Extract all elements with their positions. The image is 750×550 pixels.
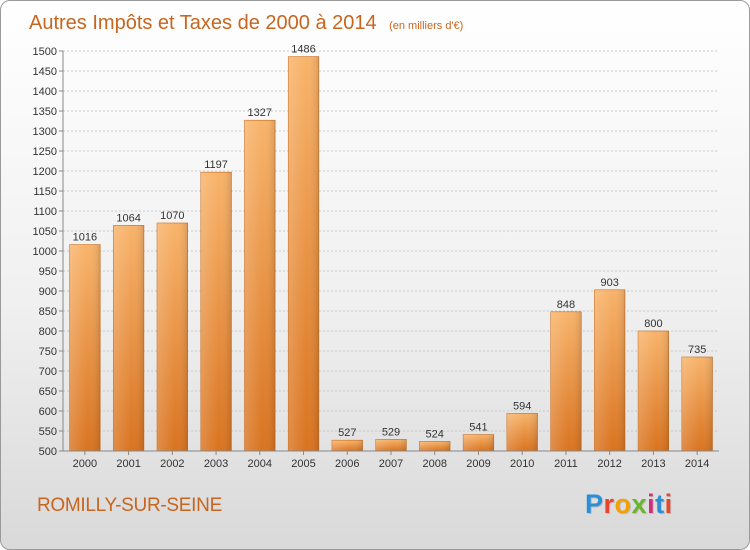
- y-tick-label: 1200: [33, 166, 57, 178]
- x-tick-label: 2005: [291, 458, 315, 470]
- y-tick-label: 1100: [33, 206, 57, 218]
- y-tick-label: 1050: [33, 226, 57, 238]
- proxiti-logo: Proxiti: [585, 489, 673, 520]
- x-axis-ticks: 2000 2001 2002 2003 2004 2005 2006 2007 2008 2009…: [73, 451, 709, 470]
- logo-letter: o: [614, 489, 632, 519]
- value-label-2000: 1016: [73, 232, 97, 244]
- x-tick-label: 2014: [685, 458, 709, 470]
- x-tick-label: 2012: [597, 458, 621, 470]
- y-tick-label: 1000: [33, 246, 57, 258]
- logo-letter: i: [647, 489, 656, 519]
- bar-shading: [288, 56, 319, 451]
- x-tick-label: 2004: [248, 458, 272, 470]
- value-label-2007: 529: [382, 426, 400, 438]
- x-tick-label: 2003: [204, 458, 228, 470]
- logo-letter: x: [631, 489, 648, 519]
- x-tick-label: 2002: [160, 458, 184, 470]
- chart-title: Autres Impôts et Taxes de 2000 à 2014 (e…: [29, 12, 463, 34]
- y-tick-label: 900: [39, 286, 57, 298]
- x-tick-label: 2006: [335, 458, 359, 470]
- value-label-2014: 735: [688, 344, 706, 356]
- logo-letter: t: [655, 489, 665, 519]
- value-label-2005: 1486: [291, 44, 315, 56]
- y-tick-label: 750: [39, 346, 57, 358]
- y-tick-label: 1250: [33, 146, 57, 158]
- x-tick-label: 2010: [510, 458, 534, 470]
- y-tick-label: 800: [39, 326, 57, 338]
- bar-shading: [638, 331, 669, 451]
- y-tick-label: 1500: [33, 46, 57, 58]
- x-tick-label: 2007: [379, 458, 403, 470]
- x-tick-label: 2000: [73, 458, 97, 470]
- x-tick-label: 2013: [641, 458, 665, 470]
- y-tick-label: 850: [39, 306, 57, 318]
- bar-shading: [157, 223, 188, 451]
- x-tick-label: 2001: [116, 458, 140, 470]
- bar-shading: [69, 244, 101, 451]
- value-label-2009: 541: [469, 422, 487, 434]
- value-label-2011: 848: [557, 299, 575, 311]
- x-tick-label: 2008: [422, 458, 446, 470]
- y-tick-label: 1350: [33, 106, 57, 118]
- bar-shading: [681, 357, 713, 451]
- logo-letter: r: [603, 489, 615, 519]
- logo-letter: P: [585, 489, 604, 519]
- bar-shading: [113, 225, 144, 451]
- y-tick-label: 600: [39, 406, 57, 418]
- value-label-2003: 1197: [204, 159, 228, 171]
- logo-letter: i: [664, 489, 673, 519]
- value-label-2010: 594: [513, 400, 531, 412]
- y-tick-label: 650: [39, 386, 57, 398]
- y-tick-label: 1450: [33, 66, 57, 78]
- value-label-2006: 527: [338, 427, 356, 439]
- y-axis-ticks: 500 550 600 650 700 750 800 850 900 950 1000 1050 11…: [33, 46, 64, 458]
- value-label-2012: 903: [600, 277, 618, 289]
- bar-shading: [463, 434, 494, 451]
- bar-shading: [550, 311, 582, 451]
- y-tick-label: 950: [39, 266, 57, 278]
- value-label-2004: 1327: [248, 107, 272, 119]
- value-label-2001: 1064: [116, 212, 140, 224]
- bar-shading: [594, 289, 625, 451]
- bar-shading: [419, 441, 451, 451]
- value-label-2013: 800: [644, 318, 662, 330]
- bar-shading: [244, 120, 276, 451]
- bar-shading: [506, 413, 538, 451]
- y-tick-label: 1300: [33, 126, 57, 138]
- x-tick-label: 2009: [466, 458, 490, 470]
- bars: 1016 1064 1070 1197 1327 1486 527 529 524 541 594 8…: [69, 44, 713, 452]
- chart-title-text: Autres Impôts et Taxes de 2000 à 2014: [29, 12, 377, 34]
- chart-unit-text: (en milliers d'€): [389, 20, 463, 32]
- commune-name: ROMILLY-SUR-SEINE: [37, 495, 222, 516]
- y-tick-label: 1150: [33, 186, 57, 198]
- bar-shading: [375, 439, 407, 451]
- y-tick-label: 550: [39, 426, 57, 438]
- y-tick-label: 500: [39, 446, 57, 458]
- value-label-2002: 1070: [160, 210, 184, 222]
- bar-shading: [331, 440, 363, 451]
- bar-shading: [200, 172, 232, 451]
- y-tick-label: 1400: [33, 86, 57, 98]
- x-tick-label: 2011: [554, 458, 578, 470]
- y-tick-label: 700: [39, 366, 57, 378]
- value-label-2008: 524: [426, 428, 444, 440]
